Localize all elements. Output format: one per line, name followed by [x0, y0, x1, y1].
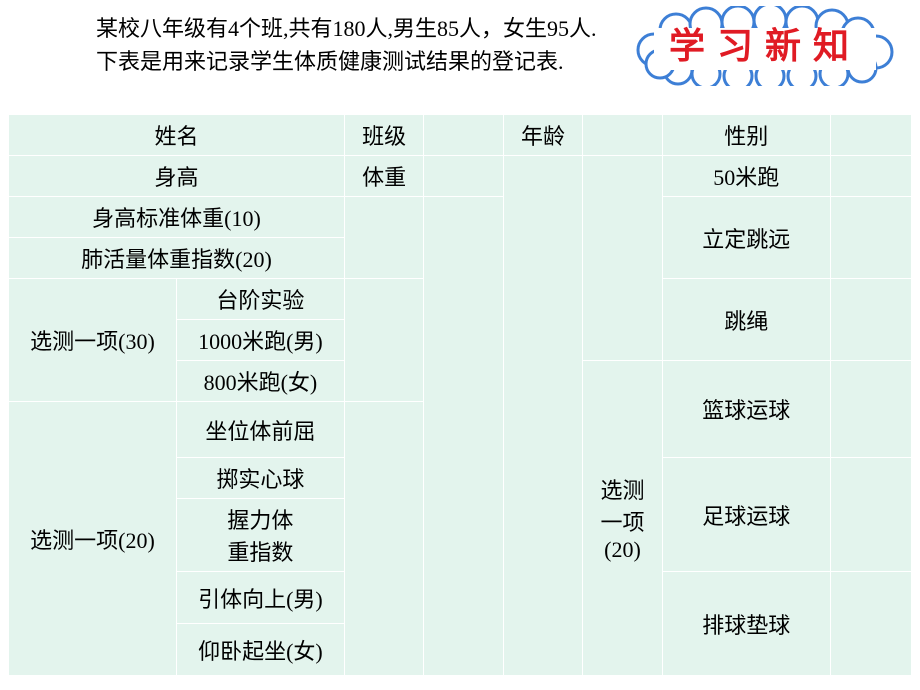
intro-text: 某校八年级有4个班,共有180人,男生85人，女生95人. 下表是用来记录学生体…	[96, 12, 656, 78]
cell-grip: 握力体 重指数	[176, 499, 344, 572]
grip-l2: 重指数	[227, 540, 293, 565]
cell-empty	[830, 197, 911, 279]
select20-l3: (20)	[604, 537, 641, 562]
select20-l1: 选测	[600, 478, 644, 503]
cell-empty	[830, 279, 911, 361]
cell-class: 班级	[344, 115, 423, 156]
cell-empty	[344, 197, 423, 279]
cell-pull-up: 引体向上(男)	[176, 572, 344, 624]
badge-label: 学习新知	[669, 17, 861, 69]
cell-run800: 800米跑(女)	[176, 361, 344, 402]
cell-empty	[583, 156, 662, 361]
cell-select-30: 选测一项(30)	[9, 279, 177, 402]
cell-empty	[503, 156, 582, 676]
cell-select-20-left: 选测一项(20)	[9, 402, 177, 676]
cloud-badge: 学习新知	[630, 6, 900, 86]
select20-l2: 一项	[600, 510, 644, 535]
table-row: 身高标准体重(10) 立定跳远	[9, 197, 912, 238]
cell-basketball: 篮球运球	[662, 361, 830, 458]
cell-vital-capacity: 肺活量体重指数(20)	[9, 238, 345, 279]
intro-line-1: 某校八年级有4个班,共有180人,男生85人，女生95人.	[96, 16, 597, 41]
table-row: 身高 体重 50米跑	[9, 156, 912, 197]
cloud-icon	[630, 6, 900, 86]
cell-sit-up: 仰卧起坐(女)	[176, 624, 344, 676]
intro-line-2: 下表是用来记录学生体质健康测试结果的登记表.	[96, 49, 564, 74]
grip-l1: 握力体	[227, 508, 293, 533]
fitness-table: 姓名 班级 年龄 性别 身高 体重 50米跑 身高标准体重(10) 立定跳远 肺…	[8, 114, 912, 676]
cell-empty	[424, 156, 503, 197]
cell-football: 足球运球	[662, 458, 830, 572]
cell-empty	[344, 279, 423, 402]
cell-empty	[424, 197, 503, 676]
cell-weight: 体重	[344, 156, 423, 197]
cell-step-test: 台阶实验	[176, 279, 344, 320]
cell-empty	[424, 115, 503, 156]
cell-height-std-weight: 身高标准体重(10)	[9, 197, 345, 238]
cell-jump-rope: 跳绳	[662, 279, 830, 361]
cell-run50: 50米跑	[662, 156, 830, 197]
cell-empty	[830, 156, 911, 197]
cell-empty	[344, 402, 423, 676]
cell-gender: 性别	[662, 115, 830, 156]
cell-select-20-right: 选测 一项 (20)	[583, 361, 662, 676]
cell-empty	[830, 361, 911, 458]
cell-standing-jump: 立定跳远	[662, 197, 830, 279]
cell-name: 姓名	[9, 115, 345, 156]
cell-empty	[830, 115, 911, 156]
table-row: 姓名 班级 年龄 性别	[9, 115, 912, 156]
cell-age: 年龄	[503, 115, 582, 156]
cell-run1000: 1000米跑(男)	[176, 320, 344, 361]
cell-empty	[830, 572, 911, 676]
cell-volleyball: 排球垫球	[662, 572, 830, 676]
cell-height: 身高	[9, 156, 345, 197]
cell-sit-reach: 坐位体前屈	[176, 402, 344, 458]
cell-empty	[583, 115, 662, 156]
cell-empty	[830, 458, 911, 572]
cell-medicine-ball: 掷实心球	[176, 458, 344, 499]
